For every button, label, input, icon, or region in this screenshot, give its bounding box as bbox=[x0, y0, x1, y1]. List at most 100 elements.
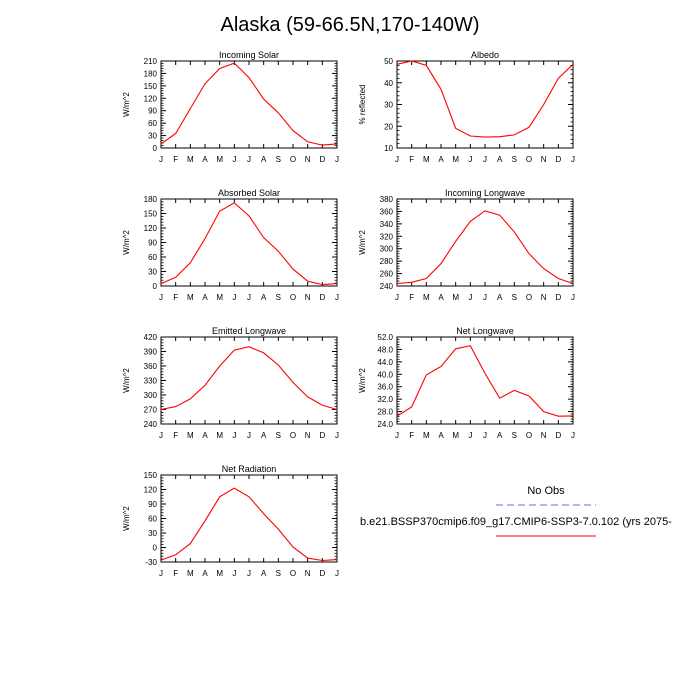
x-tick-label: F bbox=[173, 293, 178, 302]
x-tick-label: O bbox=[526, 431, 532, 440]
x-tick-label: M bbox=[423, 431, 430, 440]
x-tick-label: F bbox=[409, 293, 414, 302]
x-tick-label: A bbox=[261, 293, 267, 302]
x-tick-label: M bbox=[216, 155, 223, 164]
x-tick-label: N bbox=[305, 155, 311, 164]
x-tick-label: S bbox=[512, 293, 517, 302]
y-axis-label: W/m^2 bbox=[122, 230, 131, 255]
x-tick-label: D bbox=[319, 431, 325, 440]
x-tick-label: F bbox=[173, 569, 178, 578]
x-tick-label: D bbox=[319, 569, 325, 578]
y-tick-label: 0 bbox=[153, 144, 158, 153]
x-tick-label: M bbox=[187, 155, 194, 164]
series-line-0 bbox=[160, 346, 338, 411]
y-tick-label: 320 bbox=[380, 232, 394, 241]
x-tick-label: A bbox=[497, 293, 503, 302]
y-tick-label: 48.0 bbox=[377, 345, 393, 354]
x-tick-label: J bbox=[395, 293, 399, 302]
y-tick-label: 180 bbox=[144, 69, 158, 78]
series-line-0 bbox=[396, 345, 574, 417]
y-tick-label: 40 bbox=[384, 79, 393, 88]
y-tick-label: 30 bbox=[384, 101, 393, 110]
x-tick-label: A bbox=[202, 155, 208, 164]
y-tick-label: 150 bbox=[144, 82, 158, 91]
y-axis-label: W/m^2 bbox=[358, 368, 367, 393]
x-tick-label: A bbox=[438, 155, 444, 164]
x-tick-label: O bbox=[290, 431, 296, 440]
x-tick-label: J bbox=[232, 155, 236, 164]
panel-title: Emitted Longwave bbox=[212, 326, 286, 336]
y-tick-label: 30 bbox=[148, 268, 157, 277]
x-tick-label: O bbox=[290, 293, 296, 302]
y-tick-label: 300 bbox=[144, 391, 158, 400]
legend-case-label: b.e21.BSSP370cmip6.f09_g17.CMIP6-SSP3-7.… bbox=[360, 516, 672, 528]
x-tick-label: A bbox=[497, 431, 503, 440]
x-tick-label: J bbox=[247, 569, 251, 578]
panel-title: Albedo bbox=[471, 50, 499, 60]
x-tick-label: M bbox=[187, 569, 194, 578]
y-tick-label: 390 bbox=[144, 348, 158, 357]
y-tick-label: 340 bbox=[380, 220, 394, 229]
x-tick-label: S bbox=[276, 569, 281, 578]
x-tick-label: N bbox=[541, 155, 547, 164]
x-tick-label: M bbox=[452, 155, 459, 164]
plot-frame bbox=[160, 336, 338, 425]
x-tick-label: J bbox=[395, 155, 399, 164]
x-tick-label: M bbox=[423, 155, 430, 164]
x-tick-label: J bbox=[468, 431, 472, 440]
plot-frame bbox=[160, 474, 338, 563]
x-tick-label: N bbox=[305, 569, 311, 578]
x-tick-label: J bbox=[159, 569, 163, 578]
y-tick-label: 420 bbox=[144, 333, 158, 342]
y-tick-label: 240 bbox=[380, 282, 394, 291]
y-tick-label: 36.0 bbox=[377, 383, 393, 392]
x-tick-label: J bbox=[571, 155, 575, 164]
x-tick-label: S bbox=[276, 431, 281, 440]
x-tick-label: J bbox=[247, 155, 251, 164]
x-tick-label: J bbox=[335, 293, 339, 302]
y-tick-label: 0 bbox=[153, 282, 158, 291]
x-tick-label: J bbox=[335, 155, 339, 164]
x-tick-label: N bbox=[305, 293, 311, 302]
x-tick-label: A bbox=[261, 155, 267, 164]
x-tick-label: O bbox=[290, 155, 296, 164]
x-tick-label: M bbox=[216, 431, 223, 440]
y-tick-label: 60 bbox=[148, 253, 157, 262]
y-tick-label: 240 bbox=[144, 420, 158, 429]
plot-frame bbox=[160, 198, 338, 287]
x-tick-label: F bbox=[409, 155, 414, 164]
series-line-0 bbox=[160, 487, 338, 562]
y-axis-label: % reflected bbox=[358, 84, 367, 124]
x-tick-label: M bbox=[452, 431, 459, 440]
x-tick-label: O bbox=[290, 569, 296, 578]
x-tick-label: J bbox=[468, 293, 472, 302]
x-tick-label: A bbox=[202, 569, 208, 578]
y-tick-label: 330 bbox=[144, 377, 158, 386]
x-tick-label: M bbox=[187, 293, 194, 302]
x-tick-label: J bbox=[247, 293, 251, 302]
x-tick-label: J bbox=[483, 293, 487, 302]
x-tick-label: J bbox=[395, 431, 399, 440]
y-tick-label: 20 bbox=[384, 122, 393, 131]
x-tick-label: A bbox=[438, 293, 444, 302]
x-tick-label: M bbox=[216, 569, 223, 578]
x-tick-label: D bbox=[319, 293, 325, 302]
y-tick-label: 120 bbox=[144, 94, 158, 103]
x-tick-label: J bbox=[232, 569, 236, 578]
series-line-0 bbox=[396, 60, 574, 138]
x-tick-label: D bbox=[319, 155, 325, 164]
x-tick-label: A bbox=[438, 431, 444, 440]
series-line-0 bbox=[160, 202, 338, 286]
x-tick-label: J bbox=[232, 293, 236, 302]
x-tick-label: M bbox=[452, 293, 459, 302]
plot-frame bbox=[160, 60, 338, 149]
x-tick-label: A bbox=[497, 155, 503, 164]
y-tick-label: 380 bbox=[380, 195, 394, 204]
